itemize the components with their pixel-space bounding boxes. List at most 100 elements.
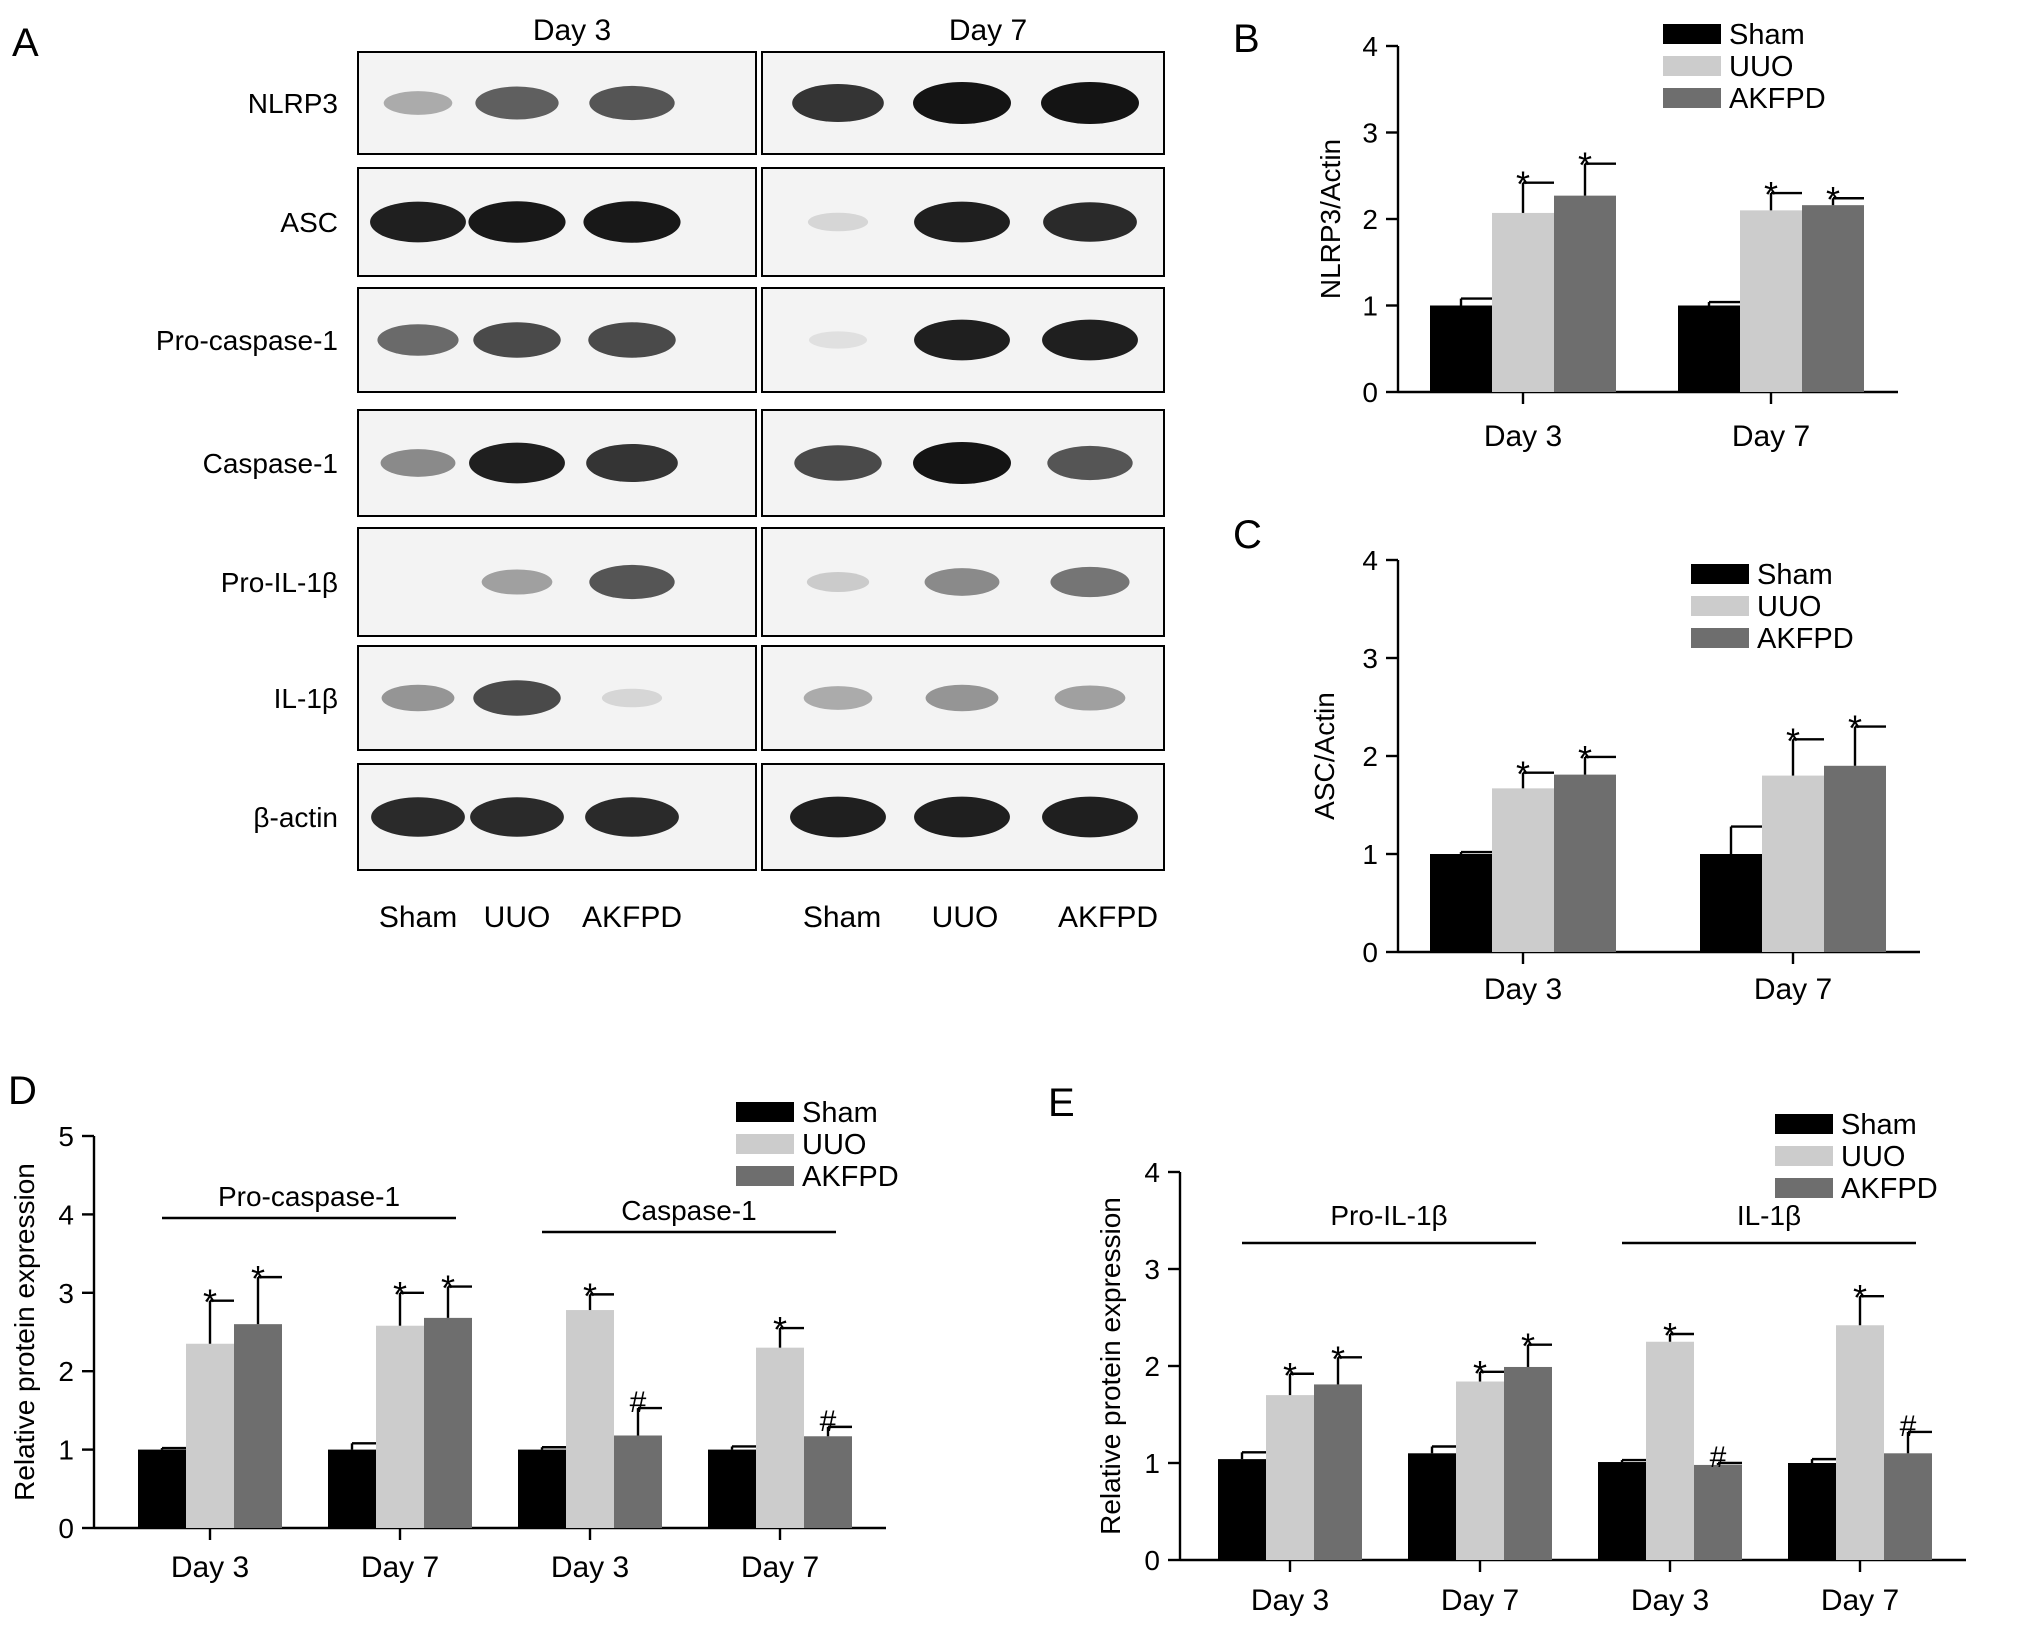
- x-category-label: Day 7: [1441, 1584, 1519, 1617]
- significance-star: *: [1473, 1353, 1487, 1394]
- y-tick-label: 1: [1362, 839, 1378, 870]
- band-actin-lane-4: [790, 796, 886, 838]
- bar-uuo-2: [1646, 1341, 1694, 1560]
- legend-label-sham: Sham: [1729, 19, 1805, 51]
- bar-sham-1: [1408, 1453, 1456, 1560]
- lane-label-uuo: UUO: [932, 901, 999, 934]
- bar-akfpd-3: [1884, 1453, 1932, 1560]
- blot-rows: NLRP3 ASC Pro-caspase-1 Caspase-1 Pro-IL-1β I…: [156, 51, 1165, 871]
- legend-swatch-akfpd: [1775, 1178, 1833, 1198]
- bar-akfpd-2: [614, 1435, 662, 1528]
- blot-row-pro-caspase-1: Pro-caspase-1: [156, 287, 1165, 393]
- y-tick-label: 1: [1362, 291, 1378, 322]
- legend-label-sham: Sham: [1757, 559, 1833, 591]
- y-tick-label: 3: [1362, 118, 1378, 149]
- panel-d-caspase-chart: D 0 1 2 3 4 5 Relative protein expression * * * * *…: [8, 1069, 899, 1584]
- blot-row-label: ASC: [280, 207, 338, 238]
- panel-letter-c: C: [1233, 513, 1262, 557]
- band-il-1-lane-6: [1054, 685, 1126, 711]
- significance-star: *: [441, 1268, 455, 1309]
- significance-star: *: [393, 1274, 407, 1315]
- x-category-label: Day 3: [171, 1551, 249, 1584]
- group-label-il-1: IL-1β: [1737, 1200, 1801, 1231]
- significance-star: *: [1848, 708, 1862, 749]
- significance-star: *: [251, 1258, 265, 1299]
- bar-uuo-0: [1492, 212, 1554, 392]
- band-nlrp3-lane-6: [1041, 82, 1139, 124]
- y-tick-label: 1: [1144, 1448, 1160, 1479]
- band-actin-lane-5: [914, 796, 1010, 838]
- panel-letter-a: A: [12, 21, 39, 65]
- x-category-label: Day 7: [741, 1551, 819, 1584]
- band-pro-caspase-1-lane-6: [1042, 319, 1138, 361]
- blot-row-label: β-actin: [253, 802, 338, 833]
- group-label-pro-il-1: Pro-IL-1β: [1330, 1200, 1447, 1231]
- lane-label-akfpd: AKFPD: [582, 901, 682, 934]
- bar-akfpd-0: [1554, 774, 1616, 952]
- band-pro-caspase-1-lane-1: [377, 324, 459, 356]
- legend-swatch-akfpd: [736, 1166, 794, 1186]
- y-tick-label: 2: [1362, 741, 1378, 772]
- group-label-pro-caspase-1: Pro-caspase-1: [218, 1181, 400, 1212]
- bar-akfpd-0: [1314, 1384, 1362, 1560]
- band-asc-lane-5: [914, 201, 1010, 243]
- legend-label-akfpd: AKFPD: [802, 1161, 899, 1193]
- band-actin-lane-2: [470, 797, 564, 837]
- bar-sham-3: [1788, 1463, 1836, 1560]
- blot-row-label: Pro-caspase-1: [156, 325, 338, 356]
- significance-star: *: [1786, 720, 1800, 761]
- blot-row-label: Caspase-1: [203, 448, 338, 479]
- y-tick-label: 3: [58, 1278, 74, 1309]
- panel-letter-d: D: [8, 1069, 37, 1113]
- bar-akfpd-1: [1824, 765, 1886, 952]
- x-category-label: Day 7: [1821, 1584, 1899, 1617]
- band-il-1-lane-2: [473, 680, 561, 716]
- y-tick-label: 0: [1144, 1545, 1160, 1576]
- bar-sham-2: [518, 1449, 566, 1528]
- bar-akfpd-3: [804, 1436, 852, 1528]
- y-tick-label: 2: [1144, 1351, 1160, 1382]
- bar-sham-1: [1700, 854, 1762, 952]
- band-pro-caspase-1-lane-3: [588, 322, 676, 358]
- band-pro-il-1-lane-5: [924, 568, 1000, 596]
- legend-swatch-sham: [1691, 564, 1749, 584]
- significance-star: *: [1578, 145, 1592, 186]
- blot-row-il-1: IL-1β: [274, 645, 1165, 751]
- y-tick-label: 3: [1362, 643, 1378, 674]
- bar-sham-0: [138, 1449, 186, 1528]
- band-caspase-1-lane-5: [913, 442, 1011, 484]
- band-il-1-lane-1: [381, 684, 455, 712]
- y-tick-label: 4: [1362, 545, 1378, 576]
- panel-a-western-blot: A Day 3 Day 7 NLRP3 ASC Pro-caspase-1 Caspa…: [12, 14, 1165, 934]
- bar-uuo-0: [1266, 1395, 1314, 1560]
- y-tick-label: 2: [1362, 204, 1378, 235]
- legend-label-akfpd: AKFPD: [1729, 83, 1826, 115]
- x-category-label: Day 3: [551, 1551, 629, 1584]
- legend-label-uuo: UUO: [1841, 1141, 1905, 1173]
- blot-row-label: NLRP3: [248, 88, 338, 119]
- significance-star: *: [1331, 1338, 1345, 1379]
- x-category-label: Day 3: [1484, 420, 1562, 453]
- significance-hash: #: [630, 1386, 647, 1419]
- significance-star: *: [1516, 754, 1530, 795]
- significance-star: *: [1663, 1315, 1677, 1356]
- significance-star: *: [1578, 738, 1592, 779]
- y-axis-label: ASC/Actin: [1309, 692, 1340, 820]
- y-tick-label: 1: [58, 1435, 74, 1466]
- band-caspase-1-lane-1: [380, 449, 456, 477]
- legend-label-uuo: UUO: [1729, 51, 1793, 83]
- significance-hash: #: [1710, 1441, 1727, 1474]
- x-category-label: Day 3: [1631, 1584, 1709, 1617]
- band-nlrp3-lane-4: [792, 83, 884, 123]
- band-il-1-lane-4: [803, 686, 873, 710]
- blot-row-caspase-1: Caspase-1: [203, 409, 1165, 517]
- legend-swatch-akfpd: [1663, 88, 1721, 108]
- band-pro-caspase-1-lane-4: [808, 331, 868, 349]
- band-asc-lane-3: [583, 201, 681, 243]
- y-tick-label: 5: [58, 1121, 74, 1152]
- legend-swatch-sham: [1775, 1114, 1833, 1134]
- bar-sham-3: [708, 1449, 756, 1528]
- x-category-label: Day 3: [1484, 973, 1562, 1006]
- legend-label-sham: Sham: [802, 1097, 878, 1129]
